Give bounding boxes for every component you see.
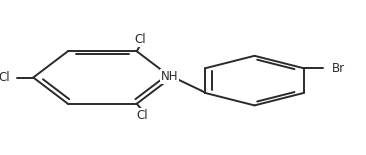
Text: Cl: Cl <box>135 33 146 46</box>
Text: NH: NH <box>161 70 178 83</box>
Text: Cl: Cl <box>136 109 148 122</box>
Text: Br: Br <box>332 62 345 75</box>
Text: Cl: Cl <box>0 71 10 84</box>
